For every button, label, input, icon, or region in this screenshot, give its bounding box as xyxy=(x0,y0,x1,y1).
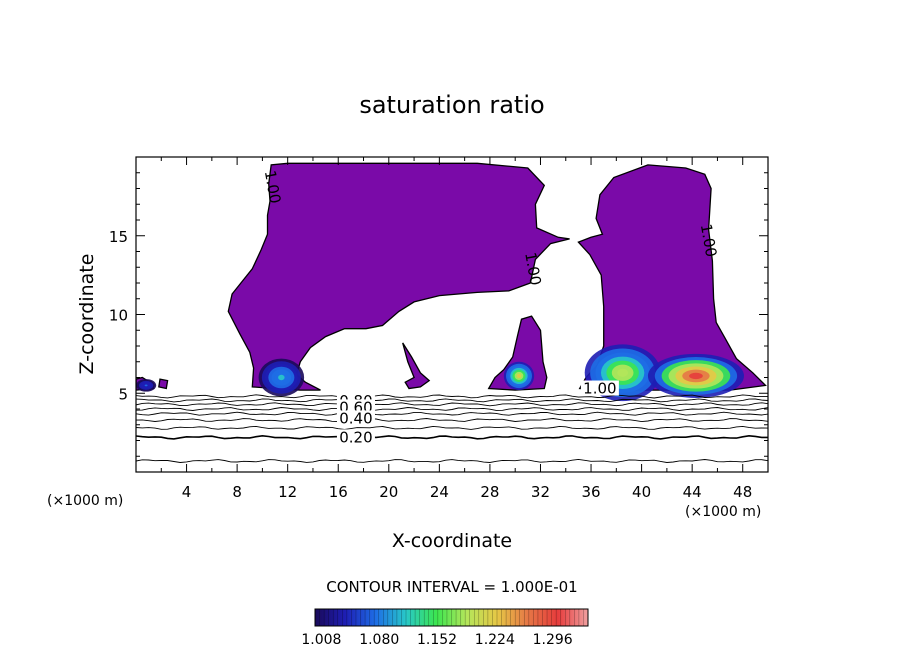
x-tick-label: 36 xyxy=(581,483,600,501)
region-left-anvil xyxy=(227,162,570,391)
colorbar-labels: 1.008 1.080 1.152 1.224 1.296 xyxy=(301,632,572,648)
chart-title: saturation ratio xyxy=(359,91,544,119)
x-tick-label: 24 xyxy=(430,483,449,501)
y-axis-ticks: 5 10 15 xyxy=(109,172,768,457)
contour-line-0.5 xyxy=(136,411,768,416)
x-axis-ticks: 4 8 12 16 20 24 28 32 36 40 44 48 xyxy=(160,157,752,501)
contour-label: 1.00 xyxy=(583,380,616,398)
contour-line-0.7 xyxy=(136,402,768,407)
plot-area xyxy=(136,162,768,463)
contour-line-0.9 xyxy=(136,394,768,399)
contour-label: 1.00 xyxy=(261,169,285,205)
region-left-edge-dot xyxy=(158,378,169,390)
region-right-tower xyxy=(577,164,767,391)
x-tick-label: 40 xyxy=(632,483,651,501)
y-tick-label: 15 xyxy=(109,228,128,246)
y-tick-label: 5 xyxy=(118,385,128,403)
contour-label: 1.00 xyxy=(521,251,545,287)
core-band xyxy=(617,368,629,377)
contour-line-0.8 xyxy=(136,398,768,403)
colorbar-tick-label: 1.224 xyxy=(475,632,515,648)
y-axis-label: Z-coordinate xyxy=(76,254,98,375)
x-tick-label: 8 xyxy=(232,483,242,501)
x-tick-label: 48 xyxy=(733,483,752,501)
y-tick-label: 10 xyxy=(109,307,128,325)
contour-line-0.1 xyxy=(136,458,768,463)
color-cores xyxy=(136,344,744,402)
x-tick-label: 44 xyxy=(683,483,702,501)
contour-label: 1.00 xyxy=(697,222,721,258)
core-band xyxy=(278,374,285,381)
core-band xyxy=(144,384,148,387)
contour-label-bg xyxy=(580,380,619,396)
colorbar: 1.008 1.080 1.152 1.224 1.296 xyxy=(301,608,589,648)
supersaturated-regions xyxy=(136,162,767,391)
contour-line-0.2 xyxy=(136,434,768,440)
x-tick-label: 20 xyxy=(379,483,398,501)
x-unit-left: (×1000 m) xyxy=(47,493,123,509)
colorbar-tick-label: 1.080 xyxy=(359,632,399,648)
x-tick-label: 12 xyxy=(278,483,297,501)
colorbar-stripes xyxy=(314,609,589,626)
contour-lines xyxy=(136,394,768,463)
colorbar-tick-label: 1.008 xyxy=(301,632,341,648)
colorbar-tick-label: 1.152 xyxy=(417,632,457,648)
contour-label: 0.20 xyxy=(339,428,372,446)
contour-label-bg xyxy=(336,410,375,426)
core-band xyxy=(689,372,703,380)
x-tick-label: 4 xyxy=(182,483,192,501)
contour-line-0.3 xyxy=(136,425,768,430)
contour-interval: CONTOUR INTERVAL = 1.000E-01 xyxy=(326,578,577,596)
x-unit-right: (×1000 m) xyxy=(685,504,761,520)
colorbar-tick-label: 1.296 xyxy=(533,632,573,648)
contour-line-0.6 xyxy=(136,407,768,411)
x-axis-label: X-coordinate xyxy=(392,530,512,552)
core-band xyxy=(516,373,522,378)
region-hanging-lobe xyxy=(402,342,431,390)
contour-labels: 1.001.001.001.000.800.600.400.20 xyxy=(261,169,721,446)
contour-label: 0.40 xyxy=(339,409,372,427)
x-tick-label: 28 xyxy=(480,483,499,501)
contour-label-bg xyxy=(336,429,375,445)
x-tick-label: 32 xyxy=(531,483,550,501)
contour-line-0.4 xyxy=(136,418,768,423)
x-tick-label: 16 xyxy=(329,483,348,501)
